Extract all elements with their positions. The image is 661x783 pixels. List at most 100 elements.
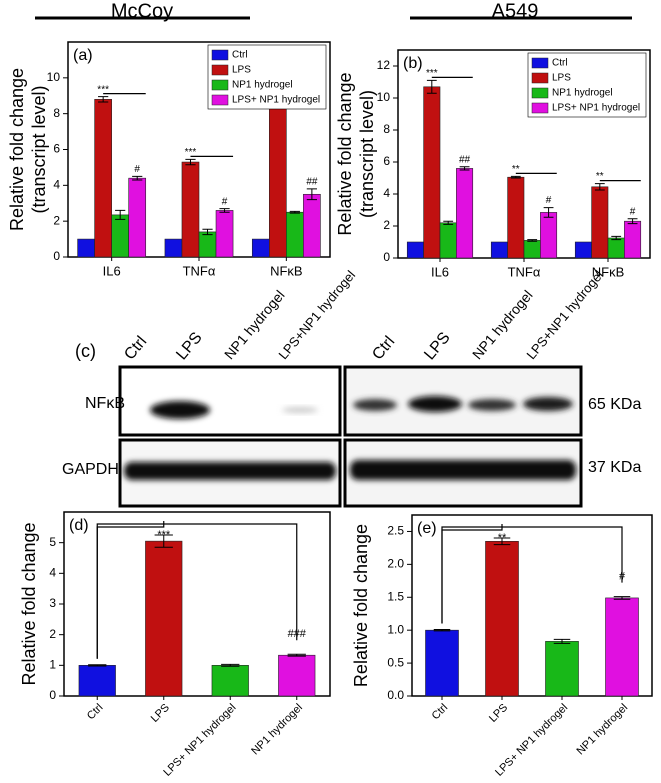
y-axis-label: (transcript level) xyxy=(29,85,49,213)
legend-swatch xyxy=(531,57,549,69)
bar xyxy=(111,214,129,258)
significance-mark: *** xyxy=(97,84,109,95)
lane-label: LPS xyxy=(421,329,453,363)
bar xyxy=(574,241,592,259)
lane-label: LPS+NP1 hydrogel xyxy=(523,267,606,362)
error-bar xyxy=(611,235,622,241)
row-label: NFκB xyxy=(85,395,125,412)
x-tick-label: Ctrl xyxy=(430,702,451,723)
y-tick-label: 4 xyxy=(383,186,390,200)
blot-image xyxy=(118,365,583,508)
error-bar xyxy=(289,210,300,214)
error-bar xyxy=(88,664,107,667)
bar xyxy=(215,210,234,258)
y-tick-label: 2 xyxy=(49,627,56,641)
x-tick-label: Ctrl xyxy=(85,702,106,723)
y-tick-label: 0 xyxy=(383,250,390,264)
error-bar xyxy=(287,653,306,657)
error-bar xyxy=(98,96,109,103)
y-tick-label: 4 xyxy=(49,566,56,580)
bar xyxy=(211,665,249,697)
x-tick-label: NP1 hydrogel xyxy=(249,702,305,758)
legend-swatch xyxy=(211,79,229,91)
error-bar xyxy=(132,175,143,181)
legend-swatch xyxy=(211,64,229,76)
bar xyxy=(523,240,541,259)
error-bar xyxy=(627,218,638,225)
header: McCoy xyxy=(111,0,173,22)
bar xyxy=(406,241,424,259)
panel-label: (c) xyxy=(75,341,96,361)
significance-mark: ** xyxy=(498,532,507,544)
x-tick-label: NP1 hydrogel xyxy=(575,702,631,758)
legend-swatch xyxy=(531,72,549,84)
y-axis-label: Relative fold change xyxy=(335,72,355,235)
significance-mark: ## xyxy=(459,154,471,165)
legend-label: LPS+ NP1 hydrogel xyxy=(232,95,320,106)
y-tick-label: 0 xyxy=(53,249,60,263)
error-bar xyxy=(202,228,213,236)
significance-mark: ** xyxy=(596,171,604,182)
bar xyxy=(490,241,508,259)
y-tick-label: 1.0 xyxy=(387,622,404,636)
bar xyxy=(456,168,474,259)
y-tick-label: 2.5 xyxy=(387,524,404,538)
plot-frame xyxy=(411,514,653,697)
significance-mark: *** xyxy=(426,68,438,79)
bar xyxy=(303,193,321,258)
x-tick-label: LPS xyxy=(149,702,172,725)
lane-label: LPS+NP1 hydrogel xyxy=(275,267,358,362)
y-tick-label: 6 xyxy=(53,142,60,156)
significance-mark: ** xyxy=(512,164,520,175)
error-bar xyxy=(443,220,454,225)
x-tick-label: TNFα xyxy=(183,263,216,278)
error-bar xyxy=(543,207,554,218)
bar xyxy=(507,176,525,259)
lane-label: LPS xyxy=(173,329,205,363)
y-axis-label: Relative fold change xyxy=(7,68,27,231)
y-axis-label: Relative fold change xyxy=(351,524,371,687)
y-tick-label: 0.5 xyxy=(387,655,404,669)
error-bar xyxy=(613,596,631,600)
bar xyxy=(425,629,459,697)
y-tick-label: 2 xyxy=(53,213,60,227)
y-tick-label: 0.0 xyxy=(387,688,404,702)
error-bar xyxy=(594,183,605,191)
y-tick-label: 0 xyxy=(49,688,56,702)
y-axis-label: (transcript level) xyxy=(357,90,377,218)
bar xyxy=(605,597,639,697)
significance-mark: # xyxy=(134,164,140,175)
significance-mark: # xyxy=(546,195,552,206)
size-label: 65 KDa xyxy=(588,396,641,413)
significance-mark: *** xyxy=(185,147,197,158)
error-bar xyxy=(510,175,521,179)
legend-swatch xyxy=(211,49,229,61)
bar xyxy=(423,86,441,259)
x-tick-label: IL6 xyxy=(103,263,121,278)
error-bar xyxy=(433,629,451,632)
error-bar xyxy=(219,208,230,213)
y-tick-label: 5 xyxy=(49,535,56,549)
bar xyxy=(128,177,147,258)
bar xyxy=(624,220,642,259)
bar xyxy=(94,99,112,258)
y-tick-label: 1.5 xyxy=(387,589,404,603)
error-bar xyxy=(426,79,437,94)
legend-label: Ctrl xyxy=(232,50,248,61)
x-tick-label: LPS+ NP1 hydrogel xyxy=(161,702,238,779)
y-tick-label: 8 xyxy=(383,122,390,136)
bar xyxy=(145,540,183,697)
legend-label: NP1 hydrogel xyxy=(552,88,613,99)
y-tick-label: 2.0 xyxy=(387,557,404,571)
legend-swatch xyxy=(211,94,229,106)
error-bar xyxy=(221,663,240,667)
y-tick-label: 3 xyxy=(49,596,56,610)
bar xyxy=(251,238,270,258)
bar xyxy=(78,665,116,697)
bar xyxy=(591,186,609,259)
bar xyxy=(607,237,625,259)
y-tick-label: 2 xyxy=(383,218,390,232)
legend-swatch xyxy=(531,102,549,114)
header: A549 xyxy=(492,0,539,22)
bar xyxy=(485,541,519,697)
